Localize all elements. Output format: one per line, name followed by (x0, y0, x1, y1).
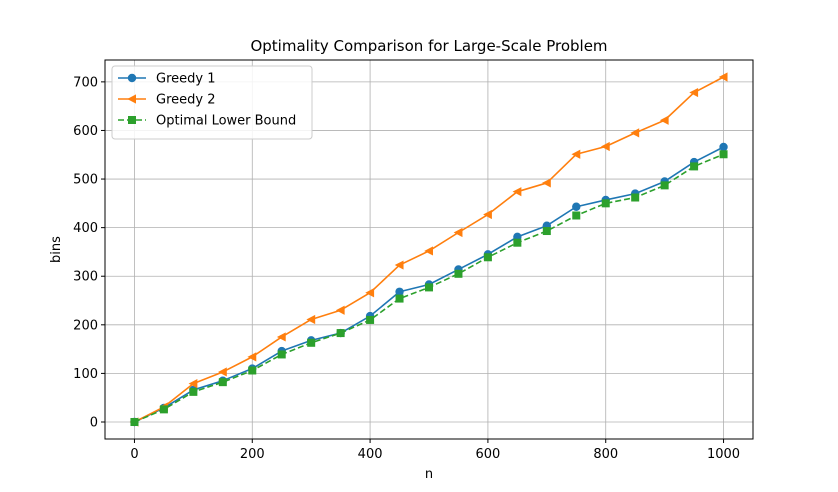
data-point (601, 199, 610, 208)
legend-swatch-marker (127, 73, 137, 83)
y-tick-label: 100 (73, 367, 98, 382)
data-point (453, 227, 463, 238)
data-point (542, 227, 551, 236)
x-tick-label: 0 (130, 447, 138, 462)
data-point (218, 378, 227, 387)
data-point (424, 246, 433, 256)
data-point (336, 329, 345, 338)
legend: Greedy 1 Greedy 2 Optimal Lower Bound (111, 65, 313, 140)
y-tick-label: 600 (73, 124, 98, 139)
series-2 (130, 150, 728, 426)
data-point (600, 141, 610, 152)
data-point (365, 288, 375, 298)
data-point (335, 305, 345, 315)
data-point (366, 315, 375, 324)
data-point (571, 149, 581, 159)
data-point (395, 294, 404, 303)
data-point (248, 366, 257, 375)
x-tick-label: 600 (475, 447, 500, 462)
data-point (513, 238, 522, 247)
x-tick-label: 400 (358, 447, 383, 462)
data-point (689, 87, 699, 98)
legend-box (111, 65, 313, 140)
x-tick-label: 1000 (707, 447, 740, 462)
data-point (631, 193, 640, 202)
data-point (188, 379, 198, 389)
legend-swatch-marker (128, 116, 136, 124)
data-point (719, 142, 728, 152)
data-point (394, 260, 404, 270)
y-tick-label: 400 (73, 221, 98, 236)
data-point (690, 162, 699, 171)
data-point (660, 181, 669, 190)
legend-swatch-marker (127, 94, 136, 104)
legend-label: Greedy 1 (156, 72, 215, 87)
data-point (425, 283, 433, 292)
x-tick-label: 200 (240, 447, 265, 462)
data-point (483, 253, 492, 262)
y-axis-label: bins (49, 236, 64, 263)
plot-frame (104, 59, 754, 440)
series-1 (129, 72, 728, 427)
data-point (247, 352, 257, 362)
data-point (572, 202, 581, 211)
y-tick-label: 300 (73, 270, 98, 285)
data-point (159, 405, 168, 414)
y-tick-label: 200 (73, 318, 98, 333)
data-point (512, 187, 522, 197)
data-point (276, 332, 286, 342)
legend-label: Greedy 2 (156, 93, 215, 108)
data-point (659, 115, 669, 125)
legend-item: Greedy 1 (118, 72, 215, 87)
x-tick-label: 800 (593, 447, 618, 462)
data-point (395, 287, 404, 296)
legend-item: Greedy 2 (118, 93, 215, 108)
data-point (718, 72, 728, 82)
data-point (189, 387, 198, 396)
data-point (630, 128, 640, 138)
axis-ticks: 0 200 400 600 800 1000 0 100 200 300 400 500 600 700 (73, 75, 740, 462)
series-layer (129, 72, 728, 427)
data-point (719, 150, 728, 159)
legend-label: Optimal Lower Bound (156, 114, 296, 129)
x-axis-label: n (425, 467, 433, 482)
data-point (277, 350, 286, 359)
y-tick-label: 700 (73, 75, 98, 90)
data-point (307, 338, 316, 347)
data-point (306, 314, 316, 325)
data-point (483, 209, 492, 220)
grid (105, 60, 753, 439)
y-tick-label: 500 (73, 173, 98, 188)
y-tick-label: 0 (90, 415, 98, 430)
data-point (454, 269, 463, 278)
data-point (218, 367, 227, 377)
data-point (542, 178, 551, 188)
data-point (572, 211, 581, 220)
data-point (130, 417, 139, 426)
legend-item: Optimal Lower Bound (118, 114, 296, 129)
chart-title: Optimality Comparison for Large-Scale Pr… (250, 37, 607, 55)
